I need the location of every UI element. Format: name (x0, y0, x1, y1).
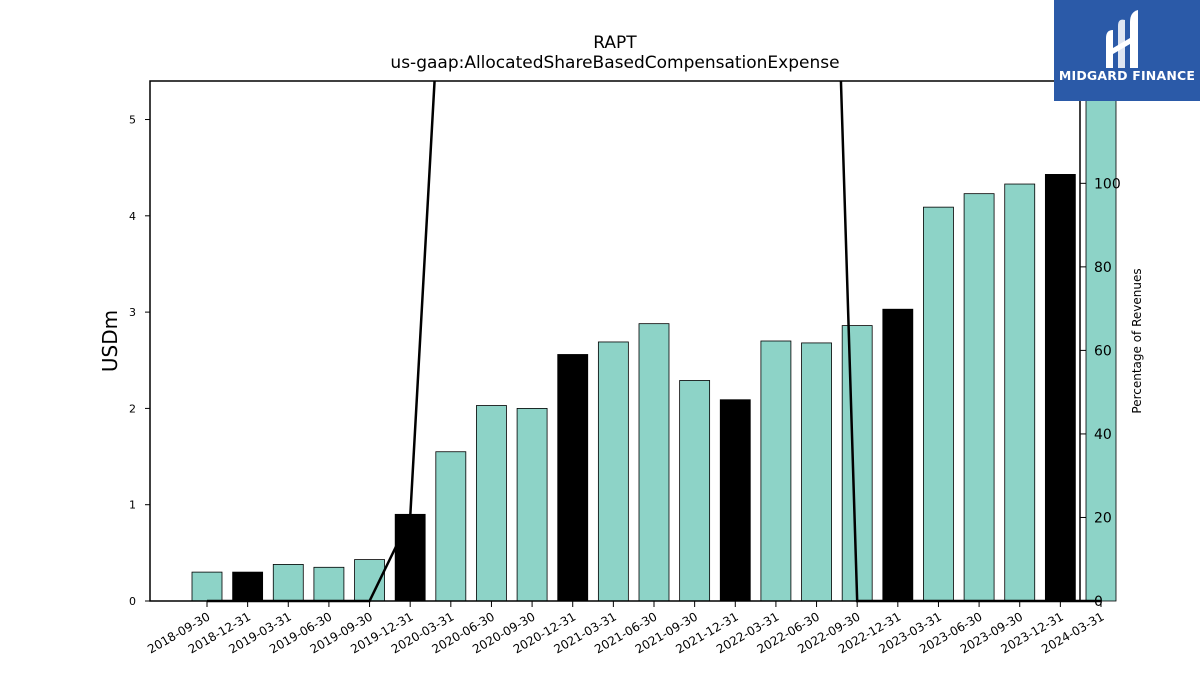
bar-2020-12-31 (557, 354, 589, 602)
bar-2021-12-31 (719, 399, 751, 602)
y-right-tick-label: 60 (1094, 343, 1112, 359)
bar-2019-12-31 (394, 513, 426, 602)
bar-2023-12-31 (1044, 174, 1076, 602)
bar-2022-06-30 (801, 342, 832, 602)
bars-group (191, 80, 1117, 602)
y-right-tick-label: 40 (1094, 427, 1112, 443)
bar-2018-09-30 (191, 571, 223, 602)
logo-mark-icon (1106, 10, 1138, 69)
y-tick-label: 0 (129, 595, 136, 608)
bar-2020-06-30 (476, 405, 507, 602)
brand-logo: MIDGARD FINANCE (1054, 0, 1200, 101)
bar-2021-09-30 (679, 380, 711, 602)
y-right-tick-label: 20 (1094, 510, 1112, 526)
bar-2023-03-31 (923, 206, 954, 602)
bar-2019-06-30 (313, 566, 345, 602)
y-axis-right-label: Percentage of Revenues (1130, 268, 1144, 413)
y-tick-label: 2 (129, 402, 136, 415)
y-right-tick-label: 0 (1094, 594, 1103, 610)
bar-2024-03-31 (1085, 80, 1117, 602)
bar-2022-09-30 (841, 325, 873, 602)
bar-2018-12-31 (232, 571, 264, 602)
y-tick-label: 3 (129, 306, 136, 319)
bar-2023-06-30 (963, 193, 995, 602)
y-tick-label: 4 (129, 210, 136, 223)
bar-2020-09-30 (516, 408, 548, 602)
y-axis-label: USDm (98, 310, 122, 372)
plot-frame (149, 80, 1081, 602)
y-right-tick-label: 80 (1094, 260, 1112, 276)
y-tick-label: 5 (129, 114, 136, 127)
bar-2022-12-31 (882, 308, 914, 602)
bar-2021-03-31 (597, 341, 629, 602)
bar-2022-03-31 (760, 340, 792, 602)
bar-2021-06-30 (638, 323, 670, 602)
bar-2023-09-30 (1004, 183, 1036, 602)
bar-2019-03-31 (272, 564, 304, 602)
chart-subtitle: us-gaap:AllocatedShareBasedCompensationE… (390, 53, 839, 73)
chart-title: RAPT (593, 33, 637, 53)
logo-text: MIDGARD FINANCE (1058, 68, 1196, 83)
bar-2020-03-31 (435, 451, 467, 602)
y-right-tick-label: 100 (1094, 176, 1121, 192)
y-tick-label: 1 (129, 499, 136, 512)
